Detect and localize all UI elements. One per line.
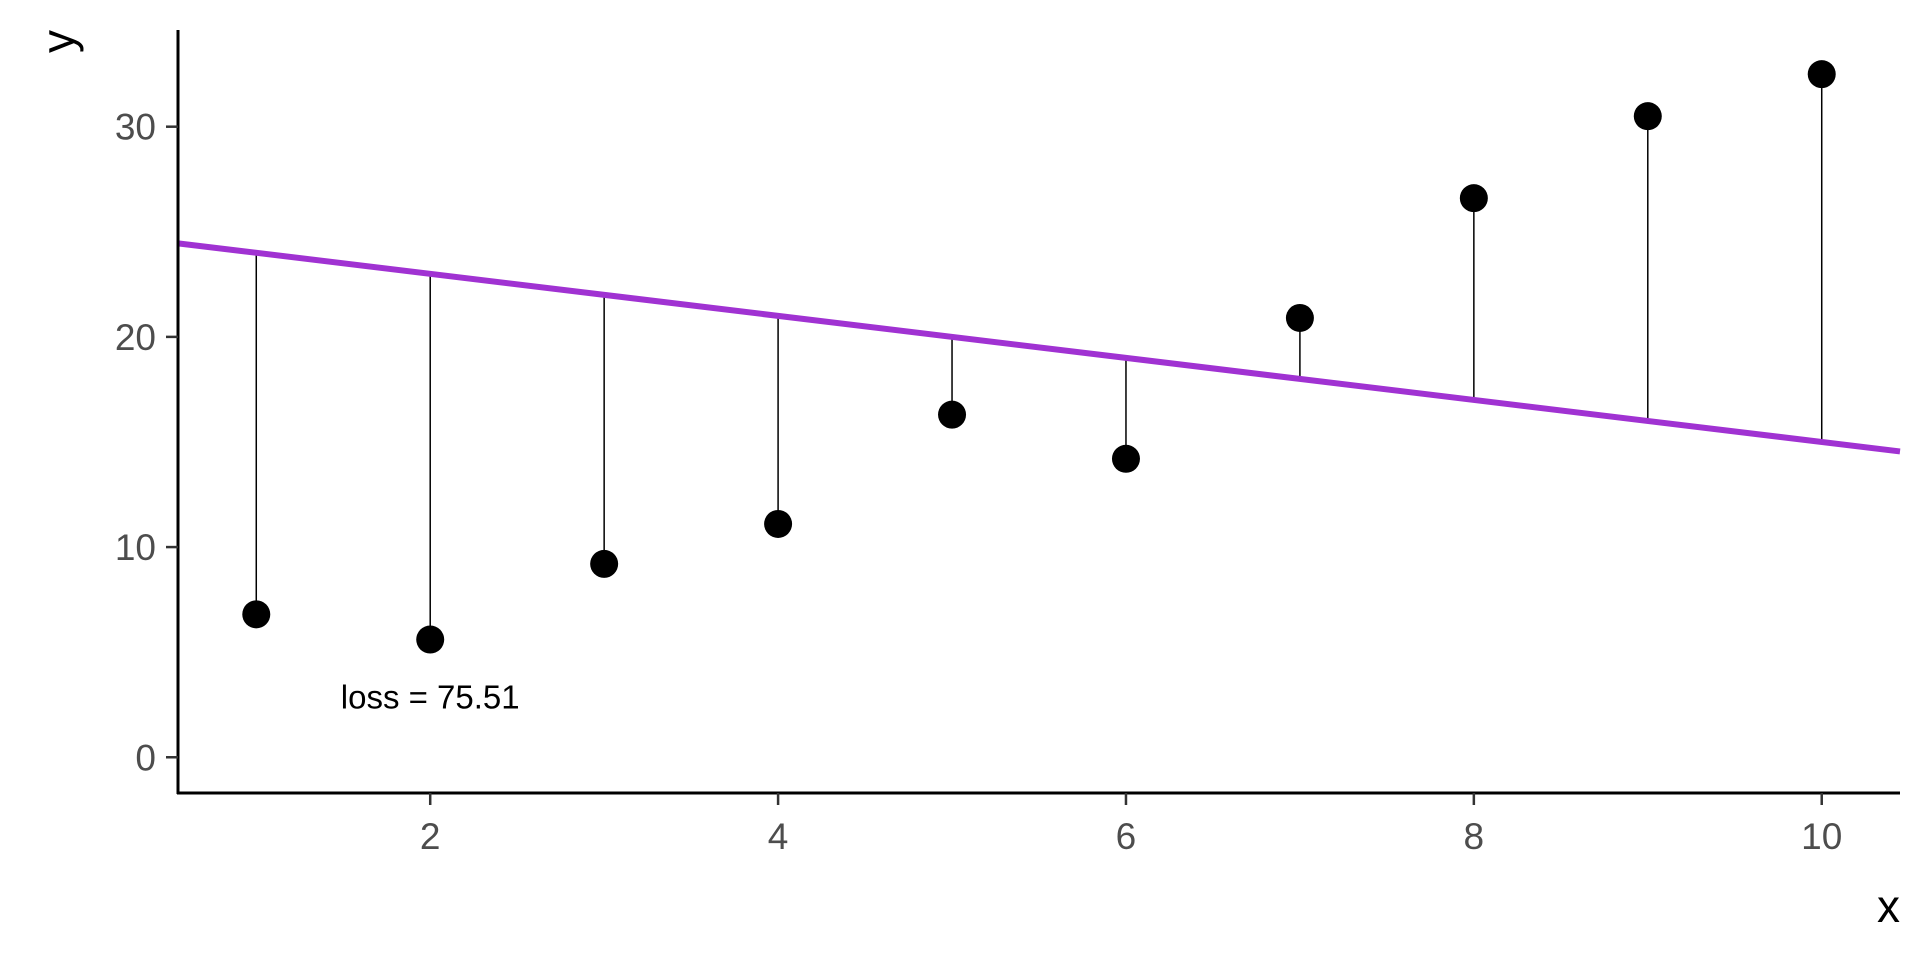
data-point — [590, 549, 619, 578]
y-axis-ticks: 0 10 20 30 — [115, 107, 178, 778]
y-tick-label: 10 — [115, 527, 156, 568]
data-point — [1111, 444, 1140, 473]
x-axis-ticks: 2 4 6 8 10 — [420, 793, 1842, 857]
fit-line — [177, 240, 1901, 455]
y-tick-label: 0 — [135, 737, 156, 778]
x-axis-title: x — [1877, 880, 1900, 932]
data-point — [938, 400, 967, 429]
residual-segments — [255, 74, 1823, 640]
x-tick-label: 10 — [1801, 816, 1842, 857]
data-point — [1285, 303, 1314, 332]
data-point — [416, 625, 445, 654]
data-point — [1633, 102, 1662, 131]
data-point — [1459, 184, 1488, 213]
data-point — [764, 509, 793, 538]
y-tick-label: 20 — [115, 317, 156, 358]
data-point — [1807, 60, 1836, 89]
data-point — [242, 600, 271, 629]
x-tick-label: 6 — [1116, 816, 1137, 857]
loss-annotation: loss = 75.51 — [341, 678, 520, 715]
x-tick-label: 8 — [1464, 816, 1485, 857]
y-tick-label: 30 — [115, 107, 156, 148]
y-axis-title: y — [32, 30, 84, 53]
x-tick-label: 2 — [420, 816, 441, 857]
data-points — [242, 60, 1836, 654]
x-tick-label: 4 — [768, 816, 789, 857]
